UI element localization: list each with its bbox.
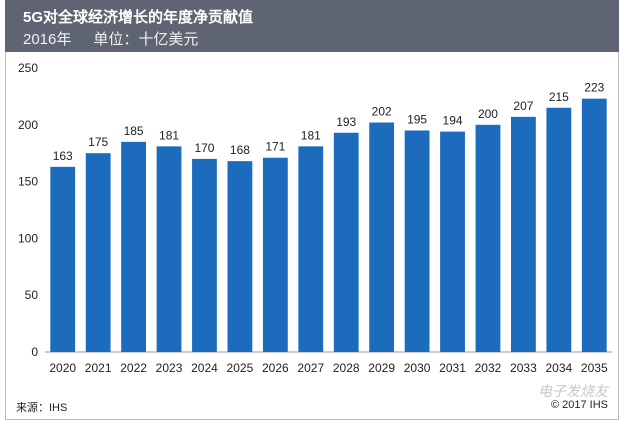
data-label: 200: [478, 107, 498, 121]
x-tick-label: 2025: [227, 361, 254, 375]
bar: [192, 158, 217, 352]
data-label: 163: [53, 149, 73, 163]
data-label: 215: [549, 90, 569, 104]
data-label: 195: [407, 112, 427, 126]
x-tick-label: 2030: [404, 361, 431, 375]
x-tick-label: 2021: [85, 361, 112, 375]
data-label: 223: [584, 81, 604, 95]
x-tick-label: 2027: [297, 361, 324, 375]
x-tick-label: 2029: [368, 361, 395, 375]
y-tick-label: 0: [31, 345, 38, 359]
bar: [581, 98, 607, 352]
data-label: 170: [194, 141, 214, 155]
x-tick-label: 2023: [156, 361, 183, 375]
x-tick-label: 2035: [581, 361, 608, 375]
subtitle-unit: 单位：十亿美元: [93, 31, 199, 48]
chart-title: 5G对全球经济增长的年度净贡献值: [23, 9, 254, 26]
x-tick-label: 2026: [262, 361, 289, 375]
bar: [121, 141, 146, 352]
bar: [333, 132, 359, 352]
x-tick-label: 2024: [191, 361, 218, 375]
bar: [298, 146, 324, 352]
data-label: 202: [372, 105, 392, 119]
bar: [511, 116, 536, 353]
data-label: 171: [265, 140, 285, 154]
x-tick-label: 2022: [120, 361, 147, 375]
data-label: 193: [336, 115, 356, 129]
chart-frame: [5, 0, 619, 420]
data-label: 181: [301, 128, 321, 142]
chart-header: 5G对全球经济增长的年度净贡献值 2016年 单位：十亿美元: [5, 0, 619, 52]
bar: [50, 166, 76, 352]
x-tick-label: 2034: [545, 361, 572, 375]
bar: [475, 124, 501, 352]
data-label: 194: [443, 114, 463, 128]
chart-subtitle: 2016年 单位：十亿美元: [23, 28, 220, 49]
copyright-note: © 2017 IHS: [550, 399, 608, 411]
bar: [404, 130, 430, 352]
bar: [369, 122, 395, 352]
bar: [262, 157, 288, 352]
x-tick-label: 2020: [49, 361, 76, 375]
bar: [440, 131, 465, 352]
x-tick-label: 2033: [510, 361, 537, 375]
bar: [156, 146, 182, 352]
y-tick-label: 50: [25, 288, 39, 302]
data-label: 175: [88, 135, 108, 149]
y-tick-label: 100: [18, 231, 38, 245]
data-label: 207: [513, 99, 533, 113]
y-tick-label: 250: [18, 61, 38, 75]
y-tick-label: 200: [18, 118, 38, 132]
bar: [227, 161, 253, 352]
data-label: 181: [159, 128, 179, 142]
bar: [85, 153, 111, 352]
source-note: 来源：IHS: [16, 402, 68, 414]
data-label: 168: [230, 143, 250, 157]
bar: [546, 107, 572, 352]
x-tick-label: 2032: [475, 361, 502, 375]
x-tick-label: 2031: [439, 361, 466, 375]
subtitle-year: 2016年: [23, 31, 72, 48]
watermark: 电子发烧友: [538, 383, 608, 399]
x-tick-label: 2028: [333, 361, 360, 375]
data-label: 185: [124, 124, 144, 138]
y-tick-label: 150: [18, 175, 38, 189]
